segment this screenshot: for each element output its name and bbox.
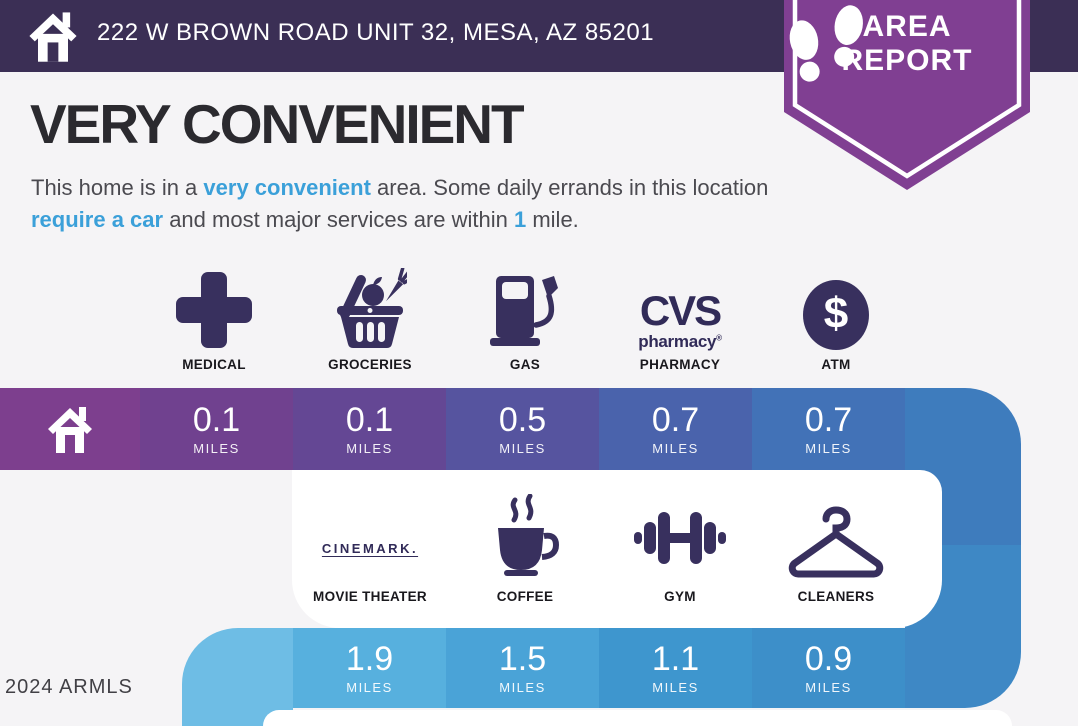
highlight-one: 1 bbox=[513, 207, 527, 232]
distance-segment: 1.5 MILES bbox=[446, 628, 599, 708]
hanger-icon bbox=[751, 490, 921, 582]
poi-label: MOVIE THEATER bbox=[313, 589, 427, 604]
poi-gas: GAS bbox=[440, 266, 610, 372]
grocery-basket-icon bbox=[285, 266, 455, 350]
poi-label: MEDICAL bbox=[182, 357, 246, 372]
coffee-cup-icon bbox=[440, 490, 610, 582]
cvs-pharmacy-logo: CVS pharmacy® bbox=[638, 287, 722, 351]
poi-medical: MEDICAL bbox=[129, 266, 299, 372]
poi-label: PHARMACY bbox=[639, 357, 721, 372]
poi-coffee: COFFEE bbox=[440, 490, 610, 604]
poi-label: GYM bbox=[664, 589, 696, 604]
bar2-left-connector bbox=[182, 628, 293, 726]
distance-segment: 0.5 MILES bbox=[446, 388, 599, 470]
poi-card-2: CINEMARK. MOVIE THEATER COFFEE bbox=[292, 470, 942, 628]
poi-cleaners: CLEANERS bbox=[751, 490, 921, 604]
dumbbell-icon bbox=[595, 490, 765, 582]
poi-atm: $ ATM bbox=[751, 266, 921, 372]
distance-segment: 1.9 MILES bbox=[293, 628, 446, 708]
highlight-very-convenient: very convenient bbox=[203, 175, 371, 200]
poi-gym: GYM bbox=[595, 490, 765, 604]
medical-cross-icon bbox=[129, 266, 299, 350]
gas-pump-icon bbox=[440, 266, 610, 350]
distance-segment: 0.9 MILES bbox=[752, 628, 905, 708]
cinemark-logo: CINEMARK. bbox=[321, 541, 419, 556]
distance-segment: 0.1 MILES bbox=[140, 388, 293, 470]
poi-label: GAS bbox=[509, 357, 541, 372]
highlight-require-a-car: require a car bbox=[31, 207, 164, 232]
distance-segment: 0.1 MILES bbox=[293, 388, 446, 470]
poi-card-3-partial bbox=[263, 710, 1012, 726]
home-marker-segment bbox=[0, 388, 140, 470]
home-icon bbox=[26, 6, 80, 71]
armls-watermark: 2024 ARMLS bbox=[5, 676, 133, 698]
poi-label: ATM bbox=[821, 357, 851, 372]
poi-label: GROCERIES bbox=[328, 357, 412, 372]
property-address: 222 W BROWN ROAD UNIT 32, MESA, AZ 85201 bbox=[97, 19, 655, 46]
distance-segment: 1.1 MILES bbox=[599, 628, 752, 708]
poi-label: COFFEE bbox=[496, 589, 554, 604]
badge-title: AREA REPORT bbox=[841, 10, 973, 77]
atm-dollar-icon: $ bbox=[751, 266, 921, 350]
area-report-badge: AREA REPORT bbox=[784, 0, 1030, 200]
distance-segment: 0.7 MILES bbox=[599, 388, 752, 470]
poi-pharmacy: CVS pharmacy® PHARMACY bbox=[595, 266, 765, 373]
poi-groceries: GROCERIES bbox=[285, 266, 455, 372]
page-title: VERY CONVENIENT bbox=[30, 93, 525, 155]
poi-movie-theater: CINEMARK. MOVIE THEATER bbox=[285, 490, 455, 604]
footprints-icon bbox=[789, 5, 863, 82]
distance-segment: 0.7 MILES bbox=[752, 388, 905, 470]
home-icon bbox=[48, 407, 92, 453]
description-text: This home is in a very convenient area. … bbox=[31, 175, 769, 232]
poi-label: CLEANERS bbox=[797, 589, 875, 604]
